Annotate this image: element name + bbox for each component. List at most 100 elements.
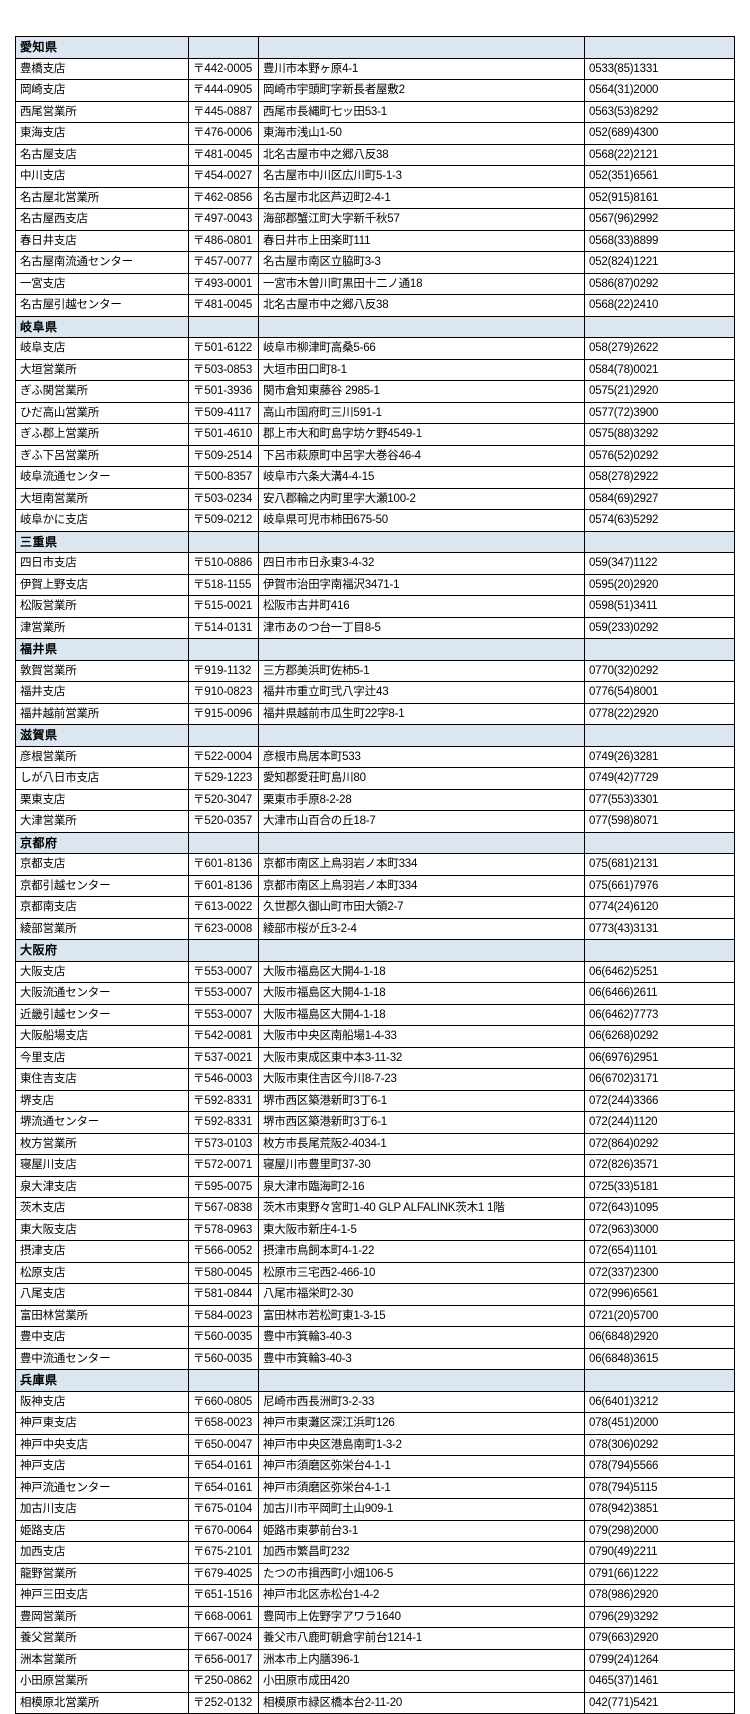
postal-code: 〒560-0035 — [188, 1347, 259, 1370]
branch-name: 津営業所 — [15, 616, 189, 639]
table-row: 大津営業所 〒520-0357 大津市山百合の丘18-7 077(598)8071 — [15, 810, 735, 833]
postal-code: 〒572-0071 — [188, 1154, 259, 1177]
postal-code: 〒578-0963 — [188, 1218, 259, 1241]
branch-name: 岐阜支店 — [15, 337, 189, 360]
postal-code: 〒444-0905 — [188, 79, 259, 102]
branch-name: 豊中流通センター — [15, 1347, 189, 1370]
branch-address: 愛知郡愛荘町島川80 — [258, 767, 585, 790]
branch-name: 豊橋支店 — [15, 57, 189, 80]
branch-phone: 0584(78)0021 — [584, 358, 735, 381]
branch-phone: 072(654)1101 — [584, 1240, 735, 1263]
branch-name: 名古屋支店 — [15, 143, 189, 166]
branch-phone: 072(244)1120 — [584, 1111, 735, 1134]
postal-code: 〒500-8357 — [188, 466, 259, 489]
branch-name: 岡崎支店 — [15, 79, 189, 102]
branch-address: 大阪市東住吉区今川8-7-23 — [258, 1068, 585, 1091]
postal-code: 〒595-0075 — [188, 1175, 259, 1198]
table-row: 名古屋支店 〒481-0045 北名古屋市中之郷八反38 0568(22)2121 — [15, 143, 735, 166]
table-row: 一宮支店 〒493-0001 一宮市木曽川町黒田十二ノ通18 0586(87)0292 — [15, 272, 735, 295]
branch-phone: 0721(20)5700 — [584, 1304, 735, 1327]
branch-phone: 06(6702)3171 — [584, 1068, 735, 1091]
branch-address: 岐阜市柳津町高桑5-66 — [258, 337, 585, 360]
prefecture-name: 兵庫県 — [15, 1369, 189, 1392]
table-row: 西尾営業所 〒445-0887 西尾市長縄町七ッ田53-1 0563(53)8292 — [15, 100, 735, 123]
branch-phone: 0725(33)5181 — [584, 1175, 735, 1198]
branch-address: 泉大津市臨海町2-16 — [258, 1175, 585, 1198]
postal-code: 〒250-0862 — [188, 1670, 259, 1693]
branch-address: 福井市重立町弐八字辻43 — [258, 681, 585, 704]
branch-name: 豊岡営業所 — [15, 1605, 189, 1628]
prefecture-name: 滋賀県 — [15, 724, 189, 747]
postal-code: 〒658-0023 — [188, 1412, 259, 1435]
prefecture-header-zip — [188, 638, 259, 661]
table-row: 栗東支店 〒520-3047 栗東市手原8-2-28 077(553)3301 — [15, 788, 735, 811]
table-row: 京都南支店 〒613-0022 久世郡久御山町市田大領2-7 0774(24)6120 — [15, 896, 735, 919]
branch-phone: 078(794)5566 — [584, 1455, 735, 1478]
branch-address: 大津市山百合の丘18-7 — [258, 810, 585, 833]
branch-phone: 0770(32)0292 — [584, 659, 735, 682]
branch-name: 敦賀営業所 — [15, 659, 189, 682]
prefecture-header-phone — [584, 530, 735, 553]
branch-phone: 0778(22)2920 — [584, 702, 735, 725]
branch-phone: 079(298)2000 — [584, 1519, 735, 1542]
branch-address: 姫路市東夢前台3-1 — [258, 1519, 585, 1542]
postal-code: 〒650-0047 — [188, 1433, 259, 1456]
branch-name: 名古屋西支店 — [15, 208, 189, 231]
table-row: 岐阜かに支店 〒509-0212 岐阜県可児市柿田675-50 0574(63)529… — [15, 509, 735, 532]
branch-name: 富田林営業所 — [15, 1304, 189, 1327]
table-row: 福井支店 〒910-0823 福井市重立町弐八字辻43 0776(54)8001 — [15, 681, 735, 704]
branch-address: 京都市南区上鳥羽岩ノ本町334 — [258, 874, 585, 897]
branch-name: 茨木支店 — [15, 1197, 189, 1220]
table-row: 岡崎支店 〒444-0905 岡崎市宇頭町字新長者屋敷2 0564(31)2000 — [15, 79, 735, 102]
postal-code: 〒537-0021 — [188, 1046, 259, 1069]
table-row: 大垣南営業所 〒503-0234 安八郡輪之内町里字大瀬100-2 0584(69)2… — [15, 487, 735, 510]
branch-address: 神戸市中央区港島南町1-3-2 — [258, 1433, 585, 1456]
branch-phone: 06(6976)2951 — [584, 1046, 735, 1069]
branch-address: 津市あのつ台一丁目8-5 — [258, 616, 585, 639]
branch-address: 名古屋市南区立脇町3-3 — [258, 251, 585, 274]
branch-address: 名古屋市中川区広川町5-1-3 — [258, 165, 585, 188]
branch-phone: 078(794)5115 — [584, 1476, 735, 1499]
branch-name: 春日井支店 — [15, 229, 189, 252]
postal-code: 〒566-0052 — [188, 1240, 259, 1263]
branch-phone: 0586(87)0292 — [584, 272, 735, 295]
prefecture-name: 京都府 — [15, 831, 189, 854]
branch-address: 海部郡蟹江町大字新千秋57 — [258, 208, 585, 231]
branch-address: 大阪市中央区南船場1-4-33 — [258, 1025, 585, 1048]
branch-phone: 0567(96)2992 — [584, 208, 735, 231]
branch-phone: 078(986)2920 — [584, 1584, 735, 1607]
table-row: 東海支店 〒476-0006 東海市浅山1-50 052(689)4300 — [15, 122, 735, 145]
branch-phone: 0774(24)6120 — [584, 896, 735, 919]
table-row: 泉大津支店 〒595-0075 泉大津市臨海町2-16 0725(33)5181 — [15, 1175, 735, 1198]
branch-phone: 059(233)0292 — [584, 616, 735, 639]
prefecture-name: 愛知県 — [15, 36, 189, 59]
branch-name: 堺支店 — [15, 1089, 189, 1112]
branch-address: 豊中市箕輪3-40-3 — [258, 1347, 585, 1370]
branch-address: 春日井市上田楽町111 — [258, 229, 585, 252]
branch-phone: 072(643)1095 — [584, 1197, 735, 1220]
postal-code: 〒503-0853 — [188, 358, 259, 381]
branch-phone: 0465(37)1461 — [584, 1670, 735, 1693]
branch-name: 松阪営業所 — [15, 595, 189, 618]
postal-code: 〒670-0064 — [188, 1519, 259, 1542]
postal-code: 〒457-0077 — [188, 251, 259, 274]
branch-name: 綾部営業所 — [15, 917, 189, 940]
branch-address: 養父市八鹿町朝倉字前台1214-1 — [258, 1627, 585, 1650]
branch-address: 岡崎市宇頭町字新長者屋敷2 — [258, 79, 585, 102]
branch-phone: 0790(49)2211 — [584, 1541, 735, 1564]
prefecture-header-address — [258, 939, 585, 962]
branch-name: 福井越前営業所 — [15, 702, 189, 725]
prefecture-header-zip — [188, 1369, 259, 1392]
branch-name: 東大阪支店 — [15, 1218, 189, 1241]
postal-code: 〒486-0801 — [188, 229, 259, 252]
prefecture-header-zip — [188, 315, 259, 338]
table-row: 中川支店 〒454-0027 名古屋市中川区広川町5-1-3 052(351)6561 — [15, 165, 735, 188]
branch-address: 神戸市北区赤松台1-4-2 — [258, 1584, 585, 1607]
branch-phone: 0776(54)8001 — [584, 681, 735, 704]
prefecture-header-row: 滋賀県 — [15, 724, 735, 747]
branch-name: 大津営業所 — [15, 810, 189, 833]
postal-code: 〒915-0096 — [188, 702, 259, 725]
branch-phone: 078(306)0292 — [584, 1433, 735, 1456]
branch-address: 豊岡市上佐野字アワラ1640 — [258, 1605, 585, 1628]
branch-phone: 072(337)2300 — [584, 1261, 735, 1284]
